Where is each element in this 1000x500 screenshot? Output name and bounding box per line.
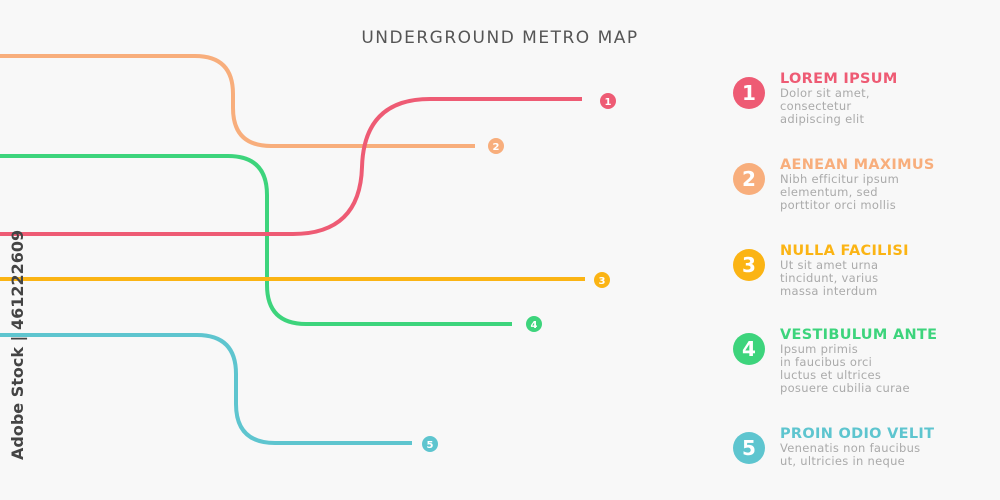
svg-text:2: 2	[493, 142, 500, 153]
page-title: UNDERGROUND METRO MAP	[361, 28, 639, 48]
number-badge: 2	[733, 163, 765, 195]
legend-text: Ipsum primis in faucibus orci luctus et …	[780, 342, 910, 395]
legend-text: Venenatis non faucibus ut, ultricies in …	[780, 441, 921, 468]
metro-line-1	[0, 97, 582, 236]
station-marker-4: 4	[526, 316, 542, 332]
svg-text:4: 4	[531, 320, 538, 331]
svg-text:3: 3	[599, 276, 606, 287]
legend-heading: NULLA FACILISI	[780, 243, 909, 259]
station-marker-5: 5	[422, 436, 438, 452]
legend-item-2: 2 AENEAN MAXIMUS Nibh efficitur ipsum ele…	[733, 157, 935, 212]
legend-item-5: 5 PROIN ODIO VELIT Venenatis non faucibus…	[733, 426, 934, 468]
legend-text: Nibh efficitur ipsum elementum, sed port…	[780, 172, 900, 212]
metro-line-4	[0, 154, 512, 326]
legend-text: Ut sit amet urna tincidunt, varius massa…	[780, 258, 879, 298]
number-badge: 5	[733, 432, 765, 464]
number-badge: 3	[733, 249, 765, 281]
number-badge: 1	[733, 77, 765, 109]
legend-item-3: 3 NULLA FACILISI Ut sit amet urna tincidu…	[733, 243, 909, 298]
legend-item-4: 4 VESTIBULUM ANTE Ipsum primis in faucibu…	[733, 327, 937, 395]
metro-line-2	[0, 54, 475, 148]
svg-text:5: 5	[427, 440, 434, 451]
legend-heading: PROIN ODIO VELIT	[780, 426, 935, 442]
station-marker-3: 3	[594, 272, 610, 288]
station-marker-2: 2	[488, 138, 504, 154]
legend-heading: VESTIBULUM ANTE	[780, 327, 938, 343]
legend-heading: AENEAN MAXIMUS	[780, 157, 935, 173]
number-badge: 4	[733, 333, 765, 365]
svg-text:1: 1	[605, 97, 612, 108]
watermark: Adobe Stock | 461222609	[8, 229, 27, 460]
metro-line-5	[0, 333, 412, 445]
legend-text: Dolor sit amet, consectetur adipiscing e…	[780, 86, 870, 126]
legend-heading: LOREM IPSUM	[780, 71, 898, 87]
legend-item-1: 1 LOREM IPSUM Dolor sit amet, consectetur…	[733, 71, 898, 126]
station-marker-1: 1	[600, 93, 616, 109]
